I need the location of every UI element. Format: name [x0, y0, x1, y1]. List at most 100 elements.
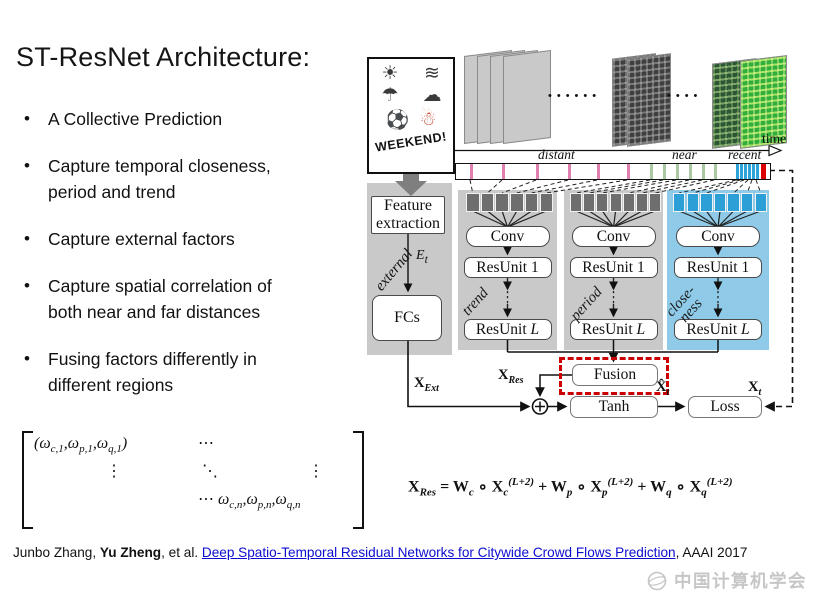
- cloud-icon: ☁: [422, 85, 442, 106]
- xext-label: XExt: [414, 375, 439, 394]
- closeness-conv-box: Conv: [676, 226, 760, 247]
- input-frame-square: [649, 193, 662, 212]
- timeline-tick-green: [663, 164, 666, 179]
- near-label: near: [672, 147, 697, 162]
- input-frame-square: [713, 193, 727, 212]
- timeline-tick-pink: [470, 164, 473, 179]
- trend-resunitL-box: ResUnit L: [463, 319, 552, 340]
- bullet-line: Capture external factors: [48, 229, 235, 249]
- wind-icon: ≋: [424, 63, 440, 84]
- matrix-cell: ωc,n,ωp,n,ωq,n: [218, 491, 301, 512]
- timeline-tick-pink: [568, 164, 571, 179]
- closeness-resunit1-box: ResUnit 1: [674, 257, 762, 278]
- recent-label: recent: [728, 147, 762, 162]
- closeness-resunitL-box: ResUnit L: [674, 319, 762, 340]
- timeline-tick-blue: [736, 164, 739, 179]
- matrix-cell: ⋮: [308, 463, 324, 480]
- timeline-tick-green: [676, 164, 679, 179]
- rain-icon: ☂: [381, 85, 399, 106]
- citation: Junbo Zhang, Yu Zheng, et al. Deep Spati…: [13, 545, 748, 560]
- timeline-tick-blue: [744, 164, 747, 179]
- ellipsis-dots: ••••••: [548, 90, 602, 102]
- input-frame-square: [583, 193, 596, 212]
- input-frame-square: [727, 193, 740, 212]
- paper-link[interactable]: Deep Spatio-Temporal Residual Networks f…: [201, 545, 676, 560]
- matrix-cell: ⋮: [106, 463, 122, 480]
- timeline-tick-pink: [502, 164, 505, 179]
- bullet-line: Capture spatial correlation of: [48, 276, 272, 296]
- bullet-item: A Collective Prediction: [24, 106, 360, 153]
- xhat-label: X̂t: [656, 379, 670, 398]
- timeline-tick-green: [714, 164, 717, 179]
- input-frame-square: [609, 193, 622, 212]
- author-bold: Yu Zheng: [99, 545, 162, 560]
- timeline-tick-blue: [756, 164, 759, 179]
- sun-icon: ☀: [381, 63, 399, 84]
- timeline-bar: [455, 163, 771, 180]
- trend-resunit1-box: ResUnit 1: [463, 257, 552, 278]
- timeline-tick-green: [650, 164, 653, 179]
- period-conv-box: Conv: [571, 226, 656, 247]
- timeline-tick-red: [761, 164, 766, 179]
- input-frame-square: [596, 193, 609, 212]
- timeline-tick-green: [702, 164, 705, 179]
- feature-extraction-box: Feature extraction: [371, 196, 445, 234]
- timeline-tick-blue: [752, 164, 755, 179]
- period-resunitL-box: ResUnit L: [569, 319, 658, 340]
- xt-label: Xt: [748, 379, 762, 398]
- near-frame: [627, 53, 671, 147]
- matrix-right-bracket: [353, 431, 364, 529]
- weekend-label: WEEKEND!: [374, 129, 448, 155]
- external-factors-sign: ☀ ≋ ☂ ☁ ⚽ ☃ WEEKEND!: [367, 57, 455, 174]
- bullet-line: A Collective Prediction: [48, 109, 223, 129]
- time-axis-label: time: [762, 131, 786, 146]
- matrix-cell: (ωc,1,ωp,1,ωq,1): [34, 435, 128, 456]
- soccer-ball-icon: ⚽: [385, 110, 410, 131]
- xres-formula: XRes = Wc ∘ Xc(L+2) + Wp ∘ Xp(L+2) + Wq …: [408, 476, 733, 499]
- bullet-list: A Collective Prediction Capture temporal…: [20, 106, 360, 419]
- matrix-cell: ⋯: [198, 491, 214, 508]
- ccf-logo-text: 中国计算机学会: [674, 571, 807, 591]
- bullet-item: Capture temporal closeness,period and tr…: [24, 153, 360, 226]
- input-frame-square: [466, 193, 480, 212]
- period-resunit1-box: ResUnit 1: [569, 257, 658, 278]
- bullet-line: Capture temporal closeness,: [48, 156, 271, 176]
- input-frame-square: [700, 193, 713, 212]
- timeline-tick-pink: [627, 164, 630, 179]
- trend-conv-box: Conv: [465, 226, 550, 247]
- input-frame-square: [570, 193, 582, 212]
- timeline-tick-blue: [748, 164, 751, 179]
- distant-frame: [503, 50, 551, 144]
- timeline-tick-pink: [536, 164, 539, 179]
- fcs-box: FCs: [372, 295, 442, 341]
- input-frame-square: [524, 193, 539, 212]
- page-title: ST-ResNet Architecture:: [16, 42, 311, 72]
- distant-label: distant: [538, 147, 575, 162]
- timeline-tick-green: [689, 164, 692, 179]
- bullet-line: Fusing factors differently in: [48, 349, 257, 369]
- input-frame-square: [636, 193, 648, 212]
- tanh-box: Tanh: [570, 395, 658, 418]
- input-frame-square: [510, 193, 524, 212]
- input-frame-square: [622, 193, 635, 212]
- input-frame-square: [495, 193, 509, 212]
- fusion-box: Fusion: [572, 364, 658, 386]
- weather-icons: ☀ ≋ ☂ ☁: [369, 63, 453, 107]
- bullet-item: Capture external factors: [24, 226, 360, 273]
- matrix-cell: ⋯: [198, 435, 214, 452]
- timeline-tick-pink: [597, 164, 600, 179]
- timeline-tick-blue: [740, 164, 743, 179]
- weight-matrix: (ωc,1,ωp,1,ωq,1) ⋯ ⋮ ⋱ ⋮ ⋯ ωc,n,ωp,n,ωq,…: [22, 431, 364, 529]
- input-frame-square: [539, 193, 553, 212]
- input-frame-square: [686, 193, 699, 212]
- ellipsis-dots: ••••: [667, 90, 703, 102]
- input-frame-square: [673, 193, 686, 212]
- loss-box: Loss: [688, 395, 762, 418]
- input-frame-square: [741, 193, 754, 212]
- input-frame-square: [754, 193, 767, 212]
- xres-label: XRes: [498, 367, 524, 386]
- input-frame-square: [480, 193, 495, 212]
- ccf-logo: 中国计算机学会: [646, 568, 807, 593]
